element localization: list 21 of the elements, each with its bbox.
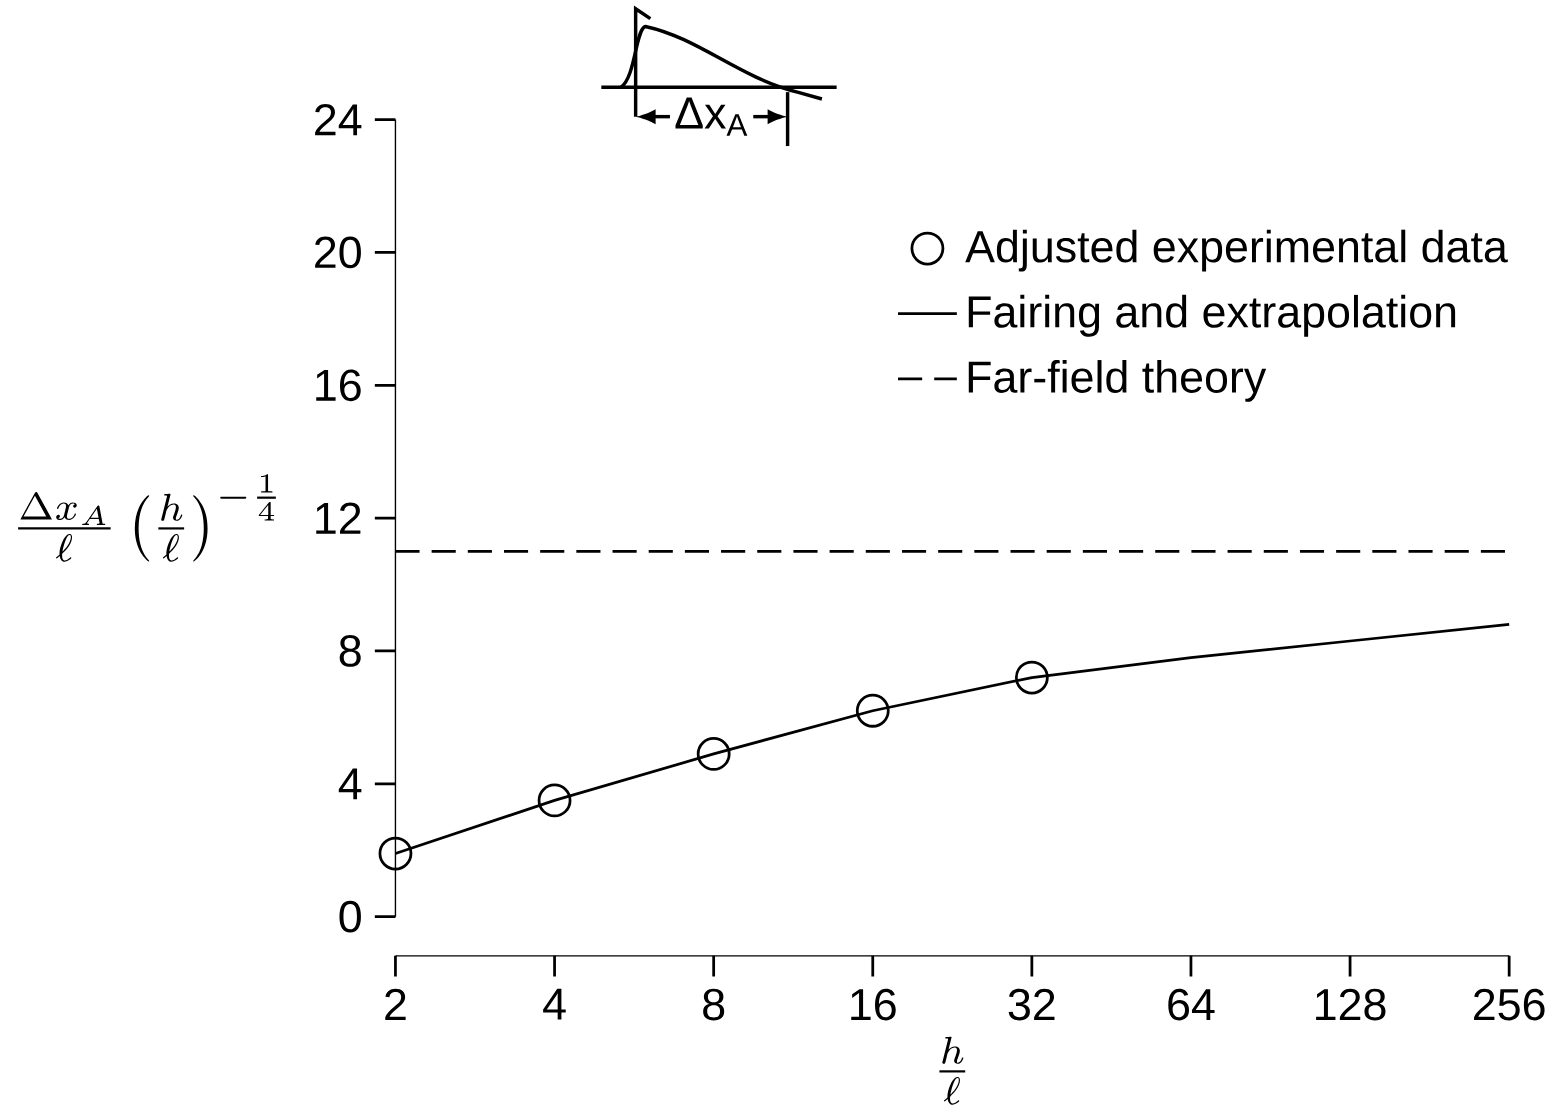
x-tick-label: 16 [851,988,896,1021]
legend-label: Fairing and extrapolation [968,295,1456,337]
x-tick-label: 8 [703,988,725,1021]
annotation: Δx$_{A}$ [675,97,748,136]
legend-label: Adjusted experimental data [965,229,1508,272]
y-tick-label: 24 [315,104,362,136]
x-tick-label: 64 [1168,988,1215,1021]
y-tick-label: 0 [339,900,361,933]
x-tick-label: 256 [1474,988,1545,1021]
x-tick-label: 4 [543,988,566,1020]
y-axis-title: $\frac{\Delta x_A}{\ell}\left(\frac{h}{\ell}\right)^{-\frac{1}{4}}$ [18,474,276,562]
x-tick-label: 2 [385,988,406,1021]
x-tick-label: 128 [1316,988,1386,1021]
x-axis-title: $\frac{h}{\ell}$ [939,1036,966,1105]
legend-label: Far-field theory [968,360,1267,402]
y-tick-label: 4 [338,768,362,800]
y-tick-label: 8 [339,635,361,667]
y-tick-label: 20 [315,236,361,269]
x-tick-label: 32 [1008,988,1055,1021]
y-tick-label: 12 [316,502,361,534]
y-tick-label: 16 [316,369,361,402]
